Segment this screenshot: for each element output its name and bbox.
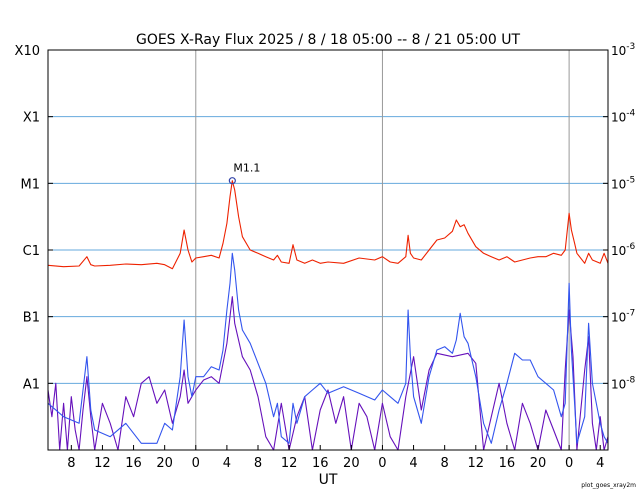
flare-peak-marker <box>228 177 236 185</box>
x-tick-label-0: 8 <box>67 456 75 471</box>
left-tick-label-a1: A1 <box>23 377 40 392</box>
left-tick-label-x10: X10 <box>15 44 40 59</box>
right-tick-label--4: 10-4 <box>611 109 636 125</box>
right-tick-label--5: 10-5 <box>611 175 635 191</box>
x-tick-label-8: 16 <box>312 456 329 471</box>
x-tick-label-9: 20 <box>343 456 360 471</box>
series-short-primary-line <box>47 252 609 444</box>
x-tick-label-7: 12 <box>281 456 298 471</box>
x-tick-label-4: 0 <box>192 456 200 471</box>
x-tick-label-1: 12 <box>94 456 111 471</box>
x-axis-ticks: 8 12 16 20 0 4 8 12 16 20 0 4 8 12 16 20 0 4 <box>67 445 604 471</box>
left-tick-label-m1: M1 <box>21 177 41 192</box>
day-boundary-lines <box>195 50 570 450</box>
x-tick-label-14: 16 <box>499 456 516 471</box>
footer-label: plot_goes_xray2m <box>581 482 636 489</box>
right-axis-ticks: 10-3 10-4 10-5 10-6 10-7 10-8 <box>603 42 636 391</box>
right-tick-label--6: 10-6 <box>611 242 636 258</box>
right-tick-label--3: 10-3 <box>611 42 635 58</box>
x-tick-label-3: 20 <box>156 456 173 471</box>
x-tick-label-15: 20 <box>530 456 547 471</box>
x-axis-label: UT <box>319 472 338 488</box>
flare-annotation: M1.1 <box>228 162 260 185</box>
x-tick-label-13: 12 <box>468 456 485 471</box>
series-layer <box>47 180 609 451</box>
left-axis-ticks: X10 X1 M1 C1 B1 A1 <box>15 44 53 392</box>
x-tick-label-2: 16 <box>125 456 142 471</box>
right-tick-label--7: 10-7 <box>611 309 635 325</box>
x-tick-label-16: 0 <box>565 456 573 471</box>
right-tick-label--8: 10-8 <box>611 375 636 391</box>
series-long-line <box>47 180 609 270</box>
x-tick-label-6: 8 <box>254 456 262 471</box>
series-short-secondary-line <box>47 296 609 451</box>
left-tick-label-b1: B1 <box>23 311 40 326</box>
grid-lines <box>48 49 608 384</box>
x-tick-label-11: 4 <box>409 456 417 471</box>
x-tick-label-17: 4 <box>596 456 604 471</box>
chart-title: GOES X-Ray Flux 2025 / 8 / 18 05:00 -- 8… <box>136 32 520 48</box>
left-tick-label-c1: C1 <box>23 244 40 259</box>
x-tick-label-12: 8 <box>441 456 449 471</box>
flare-peak-label: M1.1 <box>233 162 260 175</box>
left-tick-label-x1: X1 <box>23 111 40 126</box>
x-tick-label-5: 4 <box>223 456 231 471</box>
x-tick-label-10: 0 <box>378 456 386 471</box>
